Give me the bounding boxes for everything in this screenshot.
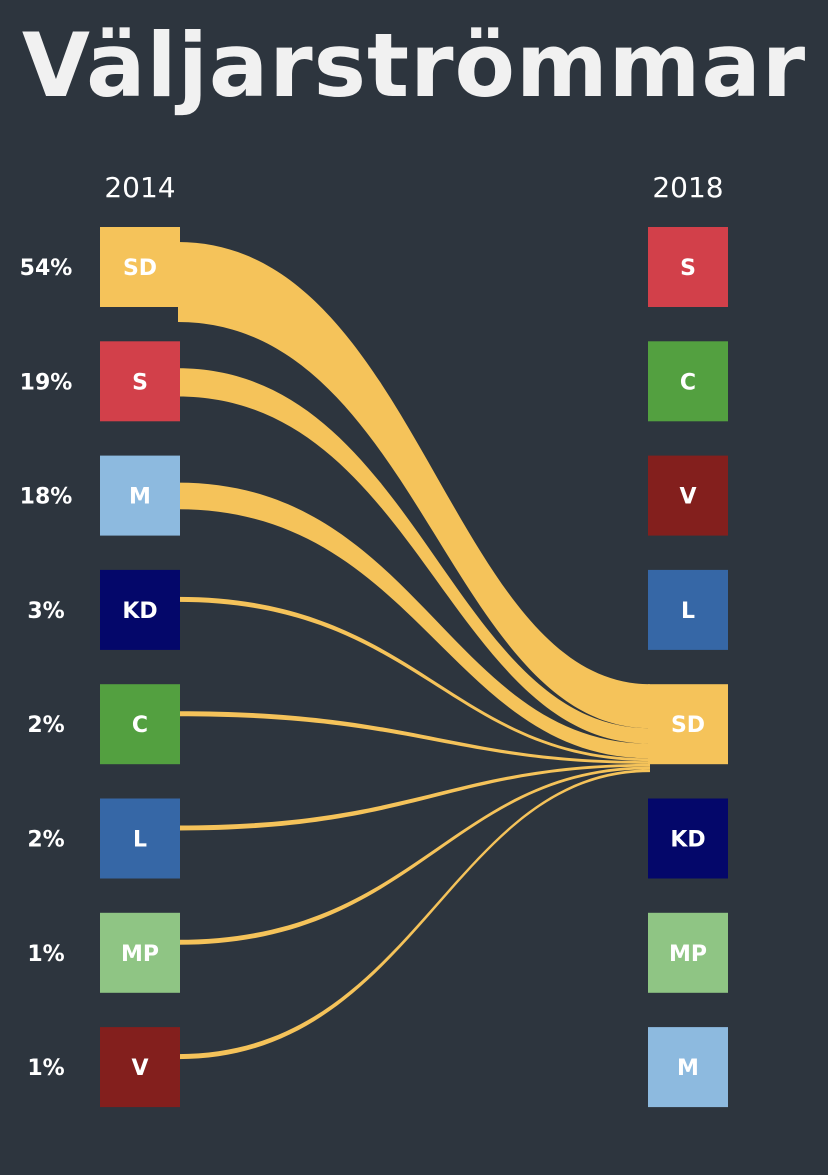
share-label-c: 2%: [27, 713, 64, 738]
node-2018-c: [648, 341, 728, 422]
flow-mp-to-sd: [178, 766, 650, 945]
node-2018-label-s: S: [680, 256, 696, 281]
node-2014-sd: [100, 227, 180, 307]
node-2018-kd: [648, 798, 728, 879]
flows-layer: [178, 242, 650, 1060]
node-2014-label-sd: SD: [123, 256, 157, 281]
share-label-mp: 1%: [27, 942, 64, 967]
flow-l-to-sd: [178, 763, 650, 831]
year-left-label: 2014: [104, 171, 175, 204]
node-2014-label-mp: MP: [121, 942, 159, 967]
share-label-kd: 3%: [27, 599, 64, 624]
share-label-v: 1%: [27, 1056, 64, 1081]
flow-m-to-sd: [178, 482, 650, 759]
year-right-label: 2018: [652, 171, 723, 204]
share-label-l: 2%: [27, 828, 64, 853]
node-2018-s: [648, 227, 728, 307]
page-title: Väljarströmmar: [21, 14, 807, 117]
node-2018-v: [648, 455, 728, 536]
node-2014-label-c: C: [132, 713, 148, 738]
node-2018-l: [648, 569, 728, 650]
node-2014-mp: [100, 912, 180, 993]
node-2014-c: [100, 684, 180, 765]
node-2014-label-s: S: [132, 370, 148, 395]
node-2014-m: [100, 455, 180, 536]
node-2014-label-l: L: [133, 828, 147, 853]
flow-sd-to-sd: [178, 242, 650, 729]
flow-c-to-sd: [178, 711, 650, 764]
node-2018-label-c: C: [680, 370, 696, 395]
node-2018-label-l: L: [681, 599, 695, 624]
node-2018-label-kd: KD: [670, 828, 705, 853]
node-2018-label-sd: SD: [671, 713, 705, 738]
node-2018-label-v: V: [679, 485, 696, 510]
node-2018-label-mp: MP: [669, 942, 707, 967]
share-label-sd: 54%: [20, 256, 73, 281]
node-2014-l: [100, 798, 180, 879]
node-2018-m: [648, 1027, 728, 1108]
node-2014-label-m: M: [129, 485, 151, 510]
node-2014-label-v: V: [131, 1056, 148, 1081]
node-2014-s: [100, 341, 180, 422]
node-2018-sd: [648, 684, 728, 765]
share-label-m: 18%: [20, 485, 73, 510]
node-2014-label-kd: KD: [122, 599, 157, 624]
node-2018-label-m: M: [677, 1056, 699, 1081]
node-2014-kd: [100, 569, 180, 650]
node-2018-mp: [648, 912, 728, 993]
nodes-layer: SD 54% S 19% M 18% KD 3% C 2% L 2% MP 1% V 1% S C V L SD KD MP…: [20, 227, 728, 1108]
flow-v-to-sd: [178, 769, 650, 1060]
share-label-s: 19%: [20, 370, 73, 395]
node-2014-v: [100, 1027, 180, 1108]
